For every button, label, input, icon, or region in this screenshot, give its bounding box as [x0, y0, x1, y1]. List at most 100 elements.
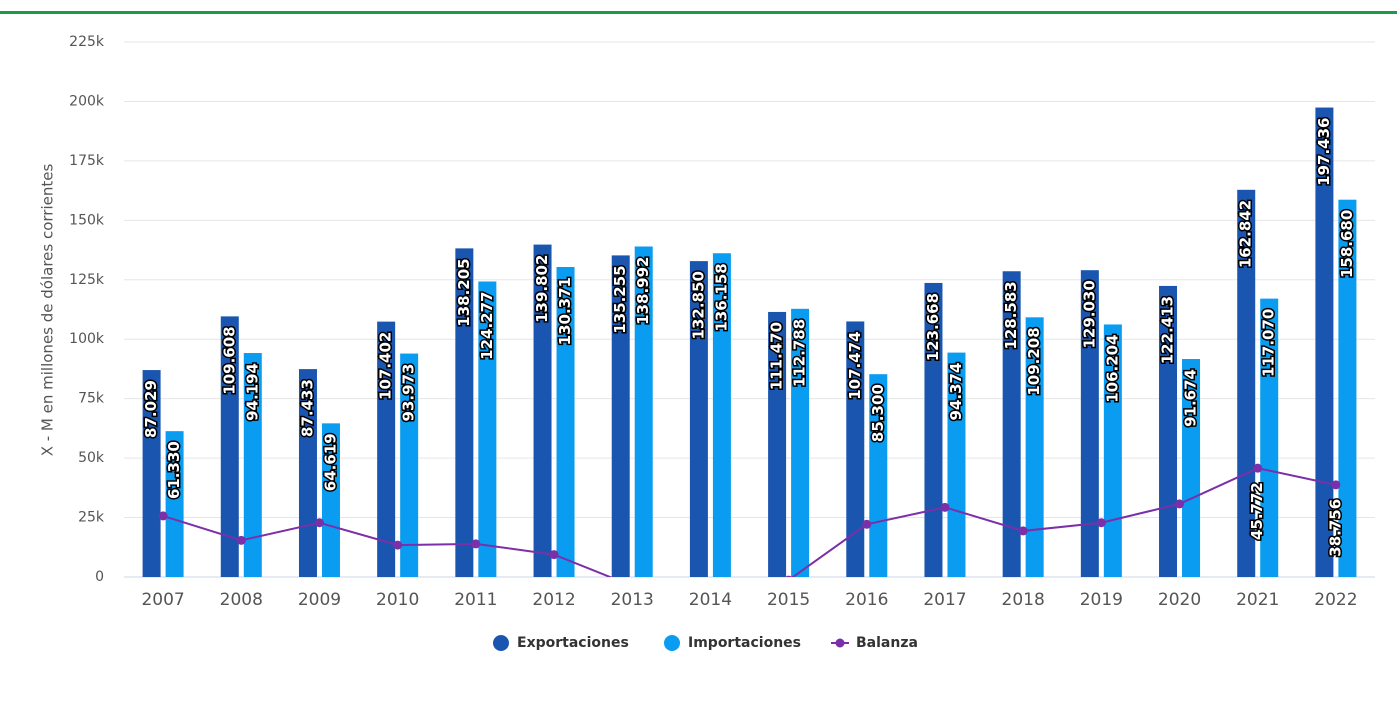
- bar: [1002, 271, 1021, 577]
- y-axis-label: X - M en millones de dólares corrientes: [39, 164, 57, 457]
- x-tick-label: 2007: [141, 590, 184, 610]
- x-tick-label: 2010: [376, 590, 419, 610]
- bar: [791, 308, 810, 577]
- x-tick-label: 2015: [767, 590, 810, 610]
- data-label: 94.374: [947, 363, 965, 421]
- x-tick-label: 2008: [220, 590, 263, 610]
- x-tick-label: 2021: [1236, 590, 1279, 610]
- line-marker: [393, 540, 403, 550]
- legend-symbol: [664, 635, 680, 651]
- data-label: 45.772: [1248, 482, 1266, 540]
- x-tick-label: 2012: [532, 590, 575, 610]
- data-label: 85.300: [869, 384, 887, 442]
- data-label: 122.413: [1159, 296, 1177, 364]
- bar: [165, 431, 184, 577]
- bar: [768, 311, 787, 577]
- line-marker: [1096, 518, 1106, 528]
- bar: [1315, 107, 1334, 577]
- bar: [455, 248, 474, 578]
- bar: [1080, 270, 1099, 577]
- line-marker: [471, 539, 481, 549]
- data-label: 135.255: [611, 265, 629, 333]
- line-group: [158, 463, 1341, 577]
- line: [162, 467, 1337, 577]
- line-marker: [1331, 480, 1341, 490]
- data-label: 91.674: [1182, 369, 1200, 427]
- bar: [478, 281, 497, 577]
- y-tick-label: 50k: [78, 450, 105, 466]
- x-tick-label: 2022: [1314, 590, 1357, 610]
- data-label: 136.158: [712, 263, 730, 331]
- bar: [321, 423, 340, 577]
- top-border: [0, 11, 1397, 14]
- bar: [1182, 359, 1201, 577]
- bar: [846, 321, 865, 577]
- bar: [947, 352, 966, 577]
- line-marker: [158, 511, 168, 521]
- data-label: 132.850: [689, 271, 707, 339]
- bar: [377, 321, 396, 577]
- y-tick-label: 225k: [69, 34, 105, 50]
- bar: [533, 244, 552, 577]
- y-tick-label: 175k: [69, 153, 105, 169]
- line-marker: [236, 535, 246, 545]
- bar: [142, 370, 161, 577]
- bar: [1025, 317, 1044, 577]
- x-tick-label: 2009: [298, 590, 341, 610]
- bar: [1159, 285, 1178, 577]
- legend-symbol: [493, 635, 509, 651]
- data-label: 111.470: [768, 322, 786, 390]
- bar: [556, 267, 575, 577]
- data-label: 61.330: [165, 441, 183, 499]
- bar: [712, 253, 731, 578]
- data-label: 106.204: [1103, 334, 1121, 402]
- line-marker: [549, 550, 559, 560]
- data-label: 38.756: [1326, 499, 1344, 557]
- bar: [243, 353, 262, 577]
- data-label: 112.788: [791, 319, 809, 387]
- legend-label: Importaciones: [688, 635, 801, 651]
- y-tick-label: 125k: [69, 272, 105, 288]
- data-label: 109.208: [1025, 327, 1043, 395]
- data-label: 94.194: [243, 363, 261, 421]
- x-tick-label: 2013: [611, 590, 654, 610]
- legend-symbol: [835, 638, 845, 648]
- x-tick-label: 2019: [1080, 590, 1123, 610]
- data-label: 87.433: [298, 379, 316, 437]
- legend-label: Exportaciones: [517, 635, 629, 651]
- data-label: 107.474: [846, 331, 864, 399]
- line-marker: [1018, 526, 1028, 536]
- line-marker: [940, 502, 950, 512]
- bar: [1103, 324, 1122, 577]
- bar: [1338, 199, 1357, 578]
- line-marker: [314, 518, 324, 528]
- data-label: 124.277: [478, 291, 496, 359]
- y-tick-label: 25k: [78, 510, 105, 526]
- y-tick-label: 100k: [69, 331, 105, 347]
- y-tick-label: 150k: [69, 212, 105, 228]
- x-tick-label: 2016: [845, 590, 888, 610]
- data-label: 109.608: [220, 326, 238, 394]
- data-label: 138.205: [455, 258, 473, 326]
- data-label: 139.802: [533, 255, 551, 323]
- legend-label: Balanza: [856, 635, 918, 651]
- data-label: 93.973: [400, 364, 418, 422]
- data-label: 123.668: [924, 293, 942, 361]
- line-marker: [1253, 463, 1263, 473]
- line-marker: [862, 519, 872, 529]
- bar: [400, 353, 419, 577]
- data-label: 117.070: [1260, 309, 1278, 377]
- data-label: 129.030: [1080, 280, 1098, 348]
- data-label: 138.992: [634, 257, 652, 325]
- bar: [220, 316, 239, 577]
- x-tick-label: 2020: [1158, 590, 1201, 610]
- data-label: 64.619: [321, 433, 339, 491]
- data-label: 107.402: [377, 332, 395, 400]
- line-marker: [1175, 499, 1185, 509]
- x-tick-label: 2017: [923, 590, 966, 610]
- line-marker: [785, 575, 792, 577]
- bar: [611, 255, 630, 577]
- data-label: 130.371: [556, 277, 574, 345]
- data-label: 197.436: [1315, 118, 1333, 186]
